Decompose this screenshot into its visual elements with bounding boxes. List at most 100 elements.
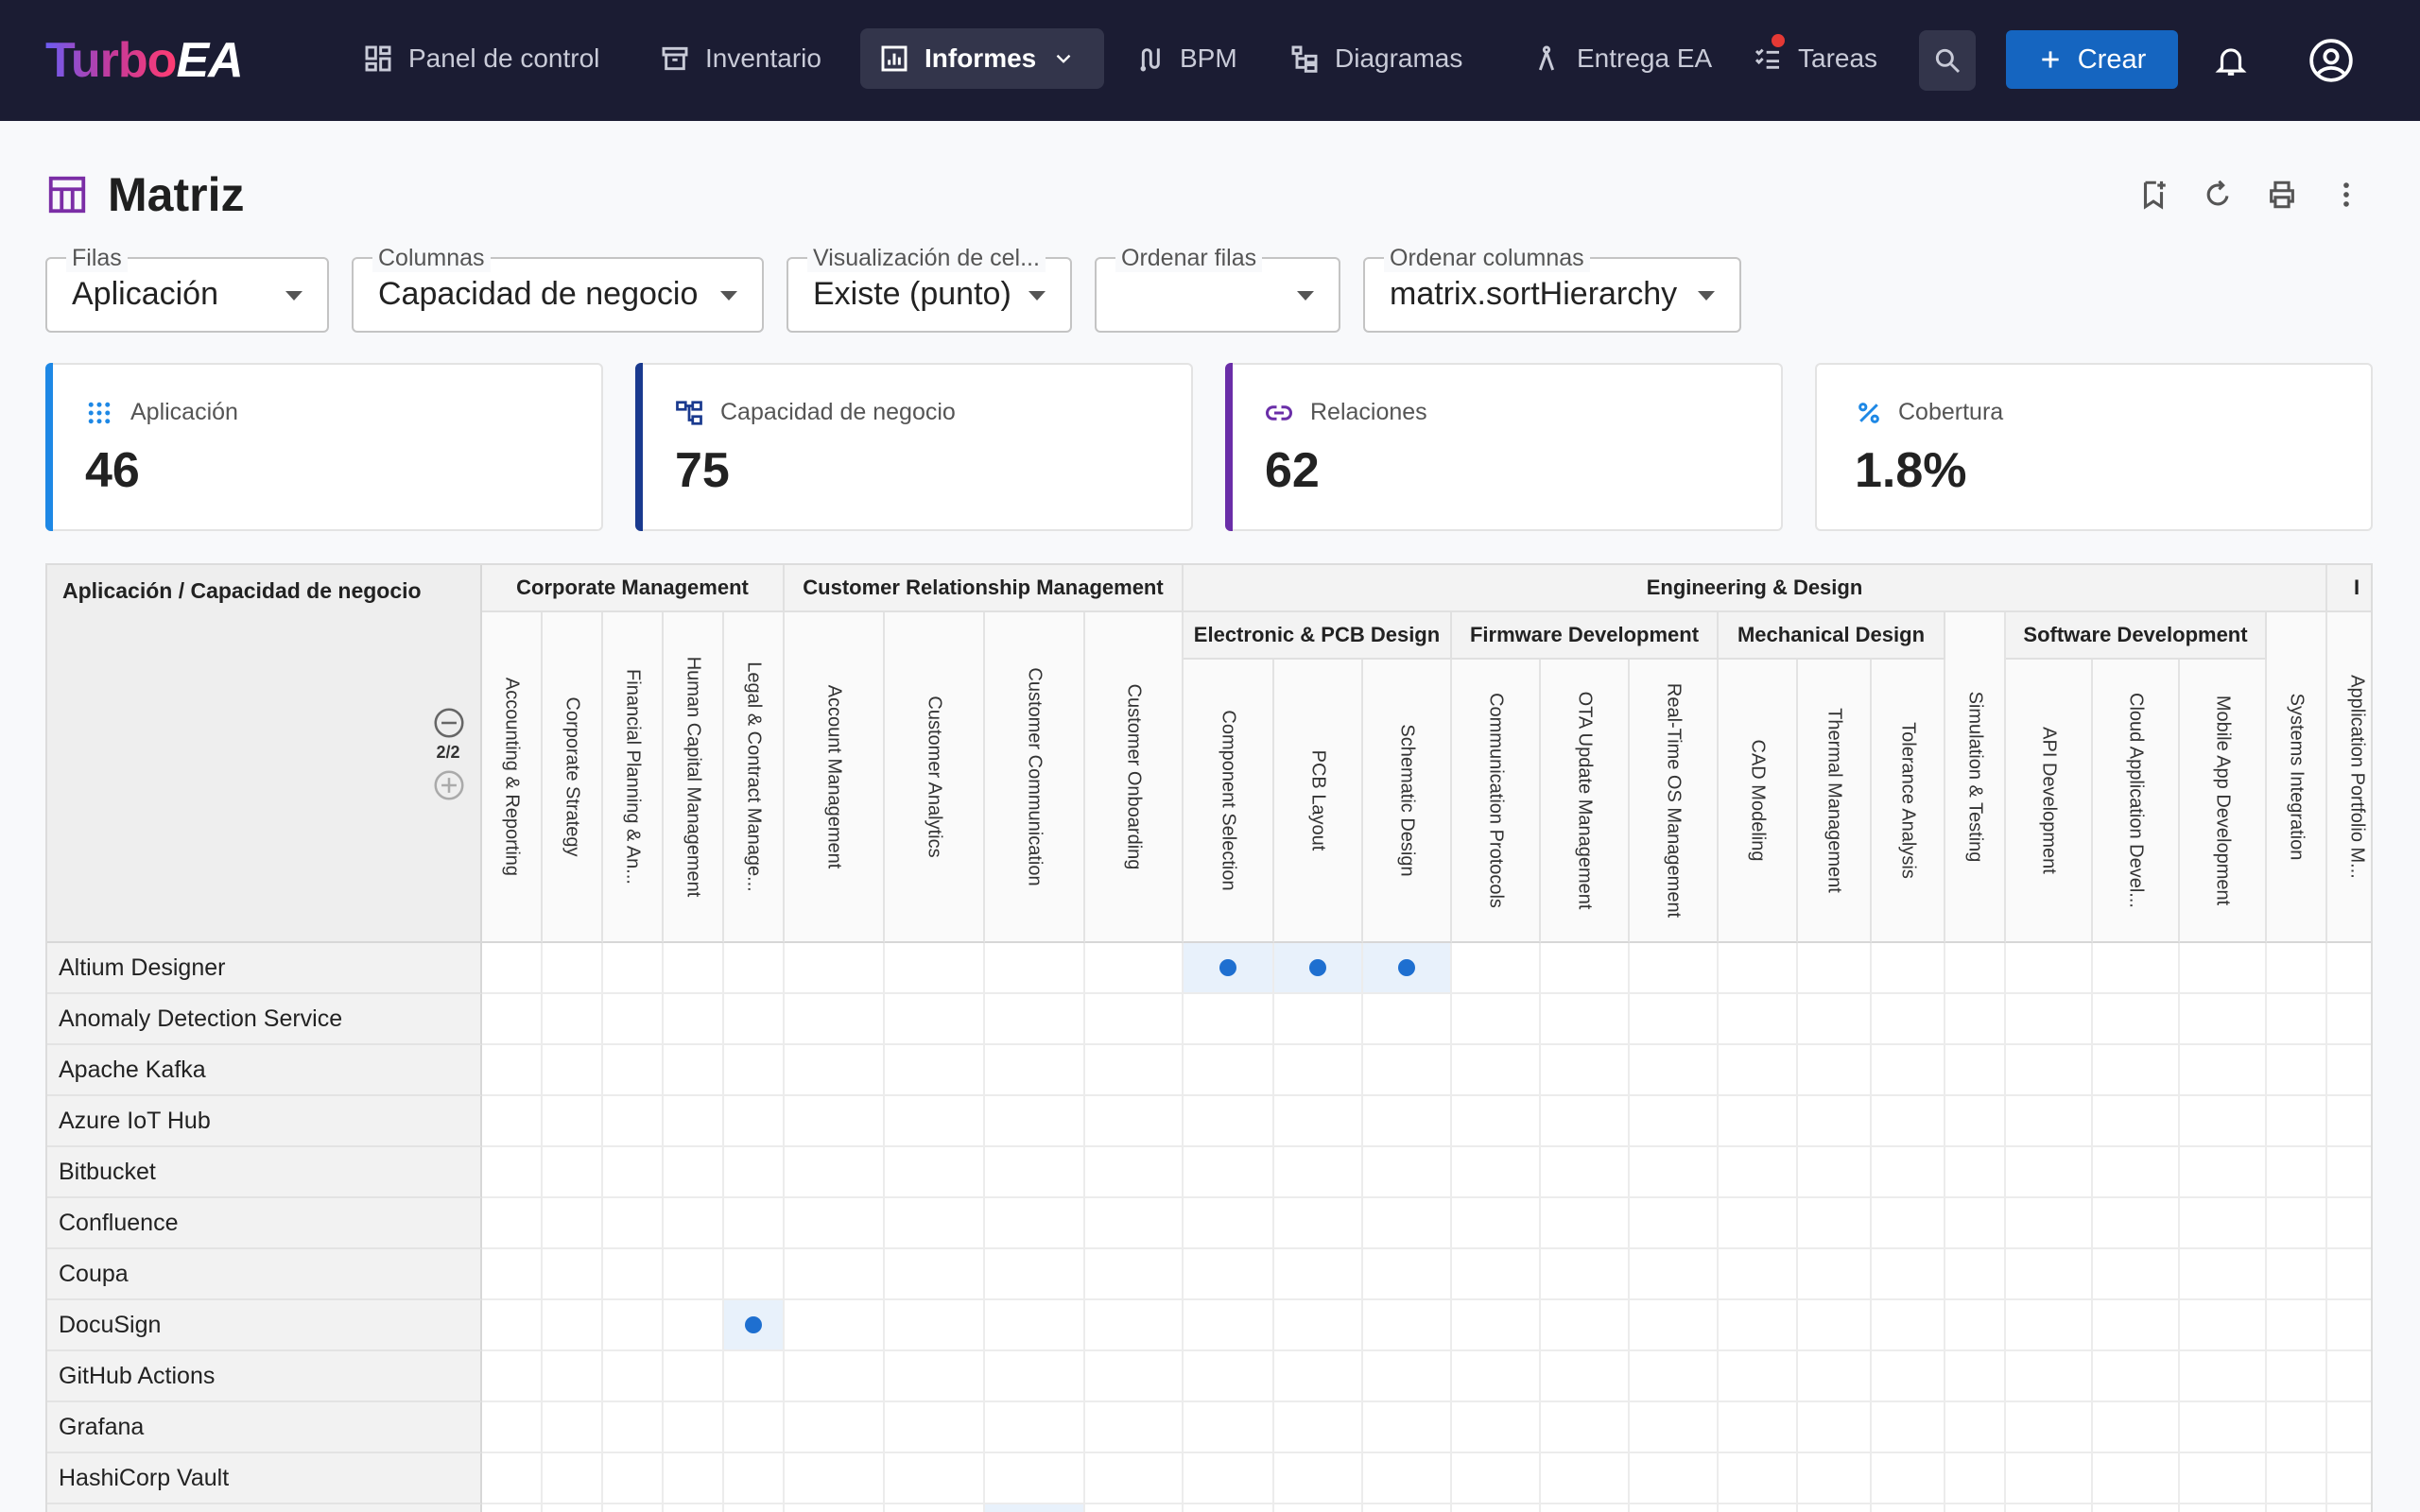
matrix-cell[interactable] — [2006, 1300, 2093, 1351]
matrix-cell[interactable] — [603, 1147, 664, 1198]
matrix-cell[interactable] — [1945, 1147, 2006, 1198]
matrix-cell[interactable] — [724, 1351, 785, 1402]
matrix-cell[interactable] — [1719, 1351, 1798, 1402]
matrix-cell[interactable] — [885, 1045, 985, 1096]
column-header[interactable]: Simulation & Testing — [1945, 612, 2006, 943]
matrix-cell[interactable] — [1945, 1045, 2006, 1096]
matrix-cell[interactable] — [785, 1351, 885, 1402]
matrix-cell[interactable] — [885, 1096, 985, 1147]
matrix-cell[interactable] — [1798, 1402, 1872, 1453]
column-header[interactable]: Thermal Management — [1798, 660, 1872, 943]
matrix-cell[interactable] — [1274, 994, 1363, 1045]
matrix-cell[interactable] — [1719, 1504, 1798, 1512]
matrix-cell[interactable] — [1719, 1147, 1798, 1198]
create-button[interactable]: Crear — [2006, 30, 2178, 89]
more-options-button[interactable] — [2327, 176, 2365, 214]
matrix-cell[interactable] — [1085, 994, 1184, 1045]
matrix-cell[interactable] — [885, 1351, 985, 1402]
matrix-cell[interactable] — [1945, 1198, 2006, 1249]
matrix-cell[interactable] — [543, 943, 603, 994]
matrix-cell[interactable] — [2180, 1198, 2267, 1249]
matrix-cell[interactable] — [2267, 1147, 2327, 1198]
matrix-cell[interactable] — [1274, 1045, 1363, 1096]
matrix-cell[interactable] — [1630, 1249, 1719, 1300]
matrix-cell[interactable] — [1630, 1504, 1719, 1512]
matrix-cell[interactable] — [1452, 1249, 1541, 1300]
column-header[interactable]: Corporate Strategy — [543, 612, 603, 943]
matrix-cell[interactable] — [1719, 1045, 1798, 1096]
matrix-cell[interactable] — [2267, 1249, 2327, 1300]
matrix-cell[interactable] — [724, 1300, 785, 1351]
matrix-cell[interactable] — [1630, 1096, 1719, 1147]
row-header[interactable]: Confluence — [47, 1198, 482, 1249]
matrix-cell[interactable] — [1719, 1096, 1798, 1147]
matrix-cell[interactable] — [1719, 994, 1798, 1045]
matrix-cell[interactable] — [1363, 1402, 1452, 1453]
matrix-cell[interactable] — [1872, 1453, 1945, 1504]
matrix-cell[interactable] — [724, 1096, 785, 1147]
matrix-cell[interactable] — [482, 1402, 543, 1453]
row-header[interactable]: Coupa — [47, 1249, 482, 1300]
matrix-cell[interactable] — [2006, 943, 2093, 994]
matrix-cell[interactable] — [1541, 1096, 1630, 1147]
matrix-cell[interactable] — [724, 994, 785, 1045]
matrix-cell[interactable] — [1719, 1198, 1798, 1249]
matrix-cell[interactable] — [2267, 1351, 2327, 1402]
matrix-cell[interactable] — [985, 994, 1085, 1045]
expand-level-icon[interactable] — [431, 767, 467, 803]
matrix-cell[interactable] — [482, 994, 543, 1045]
matrix-cell[interactable] — [1630, 1402, 1719, 1453]
matrix-cell[interactable] — [1452, 1351, 1541, 1402]
matrix-cell[interactable] — [543, 1351, 603, 1402]
matrix-cell[interactable] — [1274, 1147, 1363, 1198]
matrix-cell[interactable] — [1274, 1300, 1363, 1351]
matrix-cell[interactable] — [885, 943, 985, 994]
column-header[interactable]: Component Selection — [1184, 660, 1274, 943]
matrix-cell[interactable] — [1630, 1300, 1719, 1351]
matrix-cell[interactable] — [1798, 1300, 1872, 1351]
matrix-cell[interactable] — [1452, 1147, 1541, 1198]
matrix-cell[interactable] — [1085, 1453, 1184, 1504]
column-header[interactable]: CAD Modeling — [1719, 660, 1798, 943]
matrix-cell[interactable] — [724, 1504, 785, 1512]
matrix-cell[interactable] — [1541, 1402, 1630, 1453]
matrix-cell[interactable] — [2180, 1504, 2267, 1512]
matrix-cell[interactable] — [1798, 943, 1872, 994]
nav-inventario[interactable]: Inventario — [641, 28, 840, 89]
matrix-cell[interactable] — [1945, 1351, 2006, 1402]
matrix-cell[interactable] — [2093, 1249, 2180, 1300]
matrix-cell[interactable] — [1798, 1249, 1872, 1300]
matrix-cell[interactable] — [603, 1249, 664, 1300]
matrix-cell[interactable] — [1630, 994, 1719, 1045]
matrix-cell[interactable] — [1085, 1096, 1184, 1147]
nav-panel-de-control[interactable]: Panel de control — [344, 28, 618, 89]
matrix-cell[interactable] — [603, 1453, 664, 1504]
matrix-cell[interactable] — [1274, 1504, 1363, 1512]
matrix-cell[interactable] — [1363, 994, 1452, 1045]
matrix-cell[interactable] — [1872, 1045, 1945, 1096]
matrix-cell[interactable] — [1184, 1045, 1274, 1096]
matrix-cell[interactable] — [2180, 943, 2267, 994]
matrix-cell[interactable] — [785, 1402, 885, 1453]
column-header[interactable]: Tolerance Analysis — [1872, 660, 1945, 943]
matrix-cell[interactable] — [1184, 1300, 1274, 1351]
matrix-cell[interactable] — [1363, 1453, 1452, 1504]
column-header[interactable]: Legal & Contract Manage... — [724, 612, 785, 943]
matrix-cell[interactable] — [1085, 1300, 1184, 1351]
matrix-cell[interactable] — [1452, 1096, 1541, 1147]
matrix-cell[interactable] — [1274, 1351, 1363, 1402]
matrix-cell[interactable] — [885, 1300, 985, 1351]
matrix-cell[interactable] — [1798, 1198, 1872, 1249]
matrix-cell[interactable] — [1274, 1249, 1363, 1300]
matrix-cell[interactable] — [2093, 1402, 2180, 1453]
matrix-cell[interactable] — [785, 1300, 885, 1351]
matrix-cell[interactable] — [1630, 1351, 1719, 1402]
column-header[interactable]: Human Capital Management — [664, 612, 724, 943]
matrix-cell[interactable] — [1945, 1096, 2006, 1147]
matrix-cell[interactable] — [482, 1249, 543, 1300]
row-header[interactable] — [47, 1504, 482, 1512]
matrix-cell[interactable] — [1719, 1453, 1798, 1504]
matrix-cell[interactable] — [1798, 1147, 1872, 1198]
matrix-cell[interactable] — [2267, 943, 2327, 994]
matrix-cell[interactable] — [785, 994, 885, 1045]
